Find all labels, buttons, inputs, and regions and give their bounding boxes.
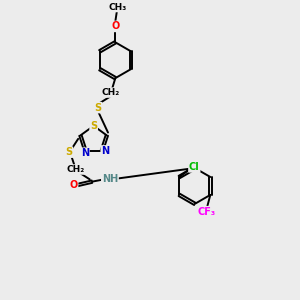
Text: S: S [65, 147, 72, 157]
Text: CH₂: CH₂ [102, 88, 120, 97]
Text: S: S [90, 121, 97, 131]
Text: NH: NH [102, 174, 118, 184]
Text: CH₃: CH₃ [109, 2, 127, 11]
Text: Cl: Cl [189, 162, 200, 172]
Text: S: S [94, 103, 101, 112]
Text: O: O [111, 21, 119, 32]
Text: O: O [69, 180, 78, 190]
Text: N: N [81, 148, 89, 158]
Text: CF₃: CF₃ [198, 207, 216, 217]
Text: CH₂: CH₂ [67, 165, 85, 174]
Text: N: N [101, 146, 109, 156]
